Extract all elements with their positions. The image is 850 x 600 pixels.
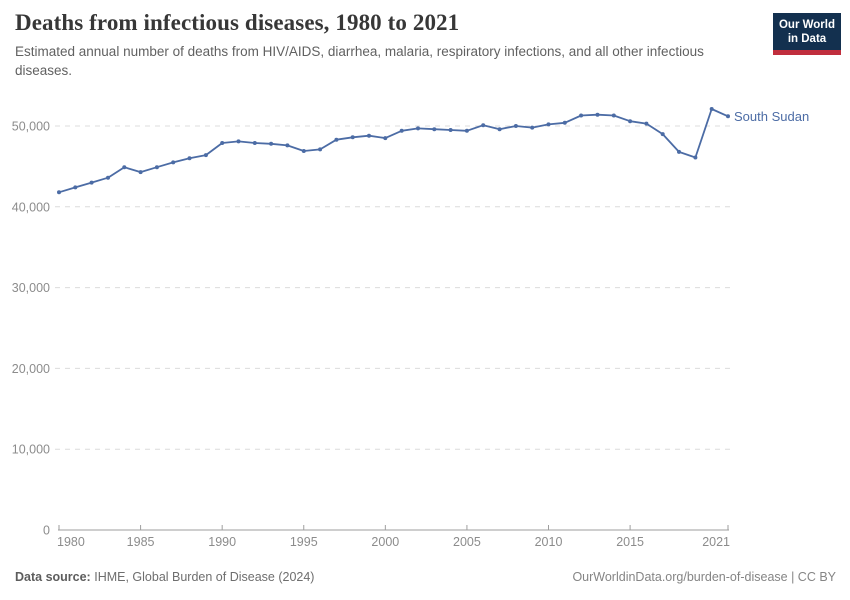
data-point-2000 [383,136,388,141]
chart-title: Deaths from infectious diseases, 1980 to… [15,10,460,35]
credit-link[interactable]: OurWorldinData.org/burden-of-disease | C… [572,570,836,584]
data-point-1988 [187,156,192,161]
data-point-2005 [464,128,469,133]
data-point-2014 [611,113,616,118]
data-point-2018 [677,149,681,154]
data-point-2008 [513,124,518,128]
chart-subtitle: Estimated annual number of deaths from H… [15,44,704,78]
y-axis-label-20000: 20,000 [12,362,50,376]
data-point-2015 [628,119,633,124]
data-point-1999 [367,133,371,138]
data-point-2007 [497,127,502,132]
data-point-1992 [252,141,257,145]
data-point-2010 [546,122,551,127]
data-point-2002 [416,126,420,131]
x-axis-label-1985: 1985 [127,535,155,549]
x-axis-label-2021: 2021 [702,535,730,549]
data-source: Data source: IHME, Global Burden of Dise… [15,570,314,584]
data-point-2016 [644,121,649,126]
data-point-1990 [220,141,225,145]
data-point-1980 [57,190,61,195]
data-point-2004 [448,128,453,132]
data-source-label: Data source: [15,570,91,584]
data-point-1985 [138,170,143,175]
owid-logo-line2: in Data [787,33,827,45]
data-point-1994 [285,143,290,148]
data-point-2011 [562,120,567,125]
data-point-1986 [154,165,159,170]
data-point-1987 [171,160,176,165]
data-point-1993 [269,141,274,146]
y-axis-label-10000: 10,000 [12,443,50,457]
chart-footer: Data source: IHME, Global Burden of Dise… [15,570,836,584]
data-point-2019 [693,155,698,160]
x-axis-label-2005: 2005 [453,535,481,549]
y-axis-label-0: 0 [43,524,50,538]
data-point-1995 [301,149,306,153]
owid-logo[interactable]: Our World in Data [773,13,841,55]
data-point-2001 [399,128,404,133]
data-point-2017 [660,132,665,137]
x-axis-label-1980: 1980 [57,535,85,549]
data-point-2020 [709,107,714,111]
data-point-2021 [726,114,730,119]
data-point-1991 [236,139,241,144]
data-point-2012 [579,113,584,118]
x-axis-label-2010: 2010 [535,535,563,549]
data-point-1997 [334,137,339,142]
y-axis-label-40000: 40,000 [12,200,50,214]
data-point-1984 [122,165,127,170]
data-source-value: IHME, Global Burden of Disease (2024) [94,570,315,584]
x-axis-label-2015: 2015 [616,535,644,549]
data-point-1996 [318,147,323,152]
data-point-2013 [595,112,600,117]
data-point-2006 [481,123,486,128]
chart-header: Deaths from infectious diseases, 1980 to… [15,10,715,80]
x-axis-label-1990: 1990 [208,535,236,549]
owid-logo-line1: Our World [778,19,835,31]
data-point-1983 [106,175,110,180]
y-axis-label-50000: 50,000 [12,120,50,134]
x-axis-label-2000: 2000 [371,535,399,549]
data-point-1982 [89,180,94,185]
data-point-1989 [203,153,208,158]
x-axis-label-1995: 1995 [290,535,318,549]
data-line-south-sudan[interactable] [58,108,729,194]
data-point-1998 [350,135,355,140]
y-axis-label-30000: 30,000 [12,281,50,295]
series-label-south-sudan[interactable]: South Sudan [734,109,809,124]
data-point-2003 [432,127,437,132]
data-point-1981 [73,185,78,190]
data-point-2009 [530,125,535,130]
